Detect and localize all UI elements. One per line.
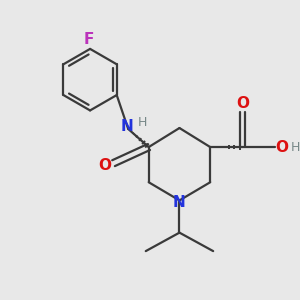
Text: N: N <box>120 119 133 134</box>
Text: O: O <box>237 96 250 111</box>
Text: O: O <box>98 158 111 173</box>
Text: O: O <box>275 140 289 154</box>
Text: F: F <box>83 32 94 47</box>
Text: H: H <box>291 141 300 154</box>
Text: N: N <box>173 195 186 210</box>
Text: H: H <box>138 116 148 129</box>
